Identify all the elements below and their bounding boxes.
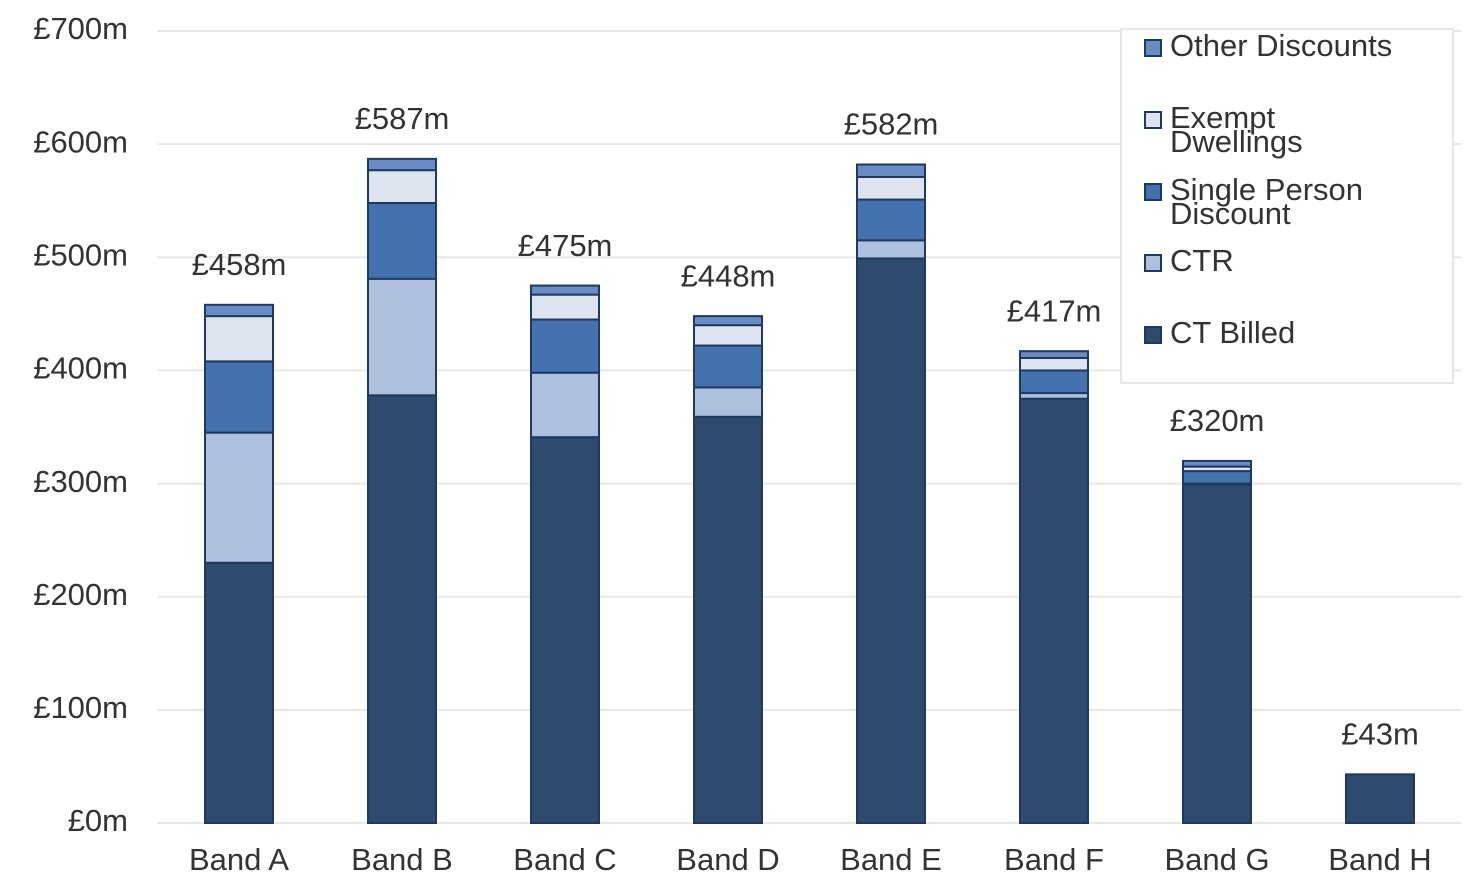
x-tick-label: Band A <box>189 842 289 877</box>
bar-segment <box>856 239 926 260</box>
bar-segment <box>1182 470 1252 485</box>
bar-segment <box>367 157 437 172</box>
bar-segment <box>693 386 763 418</box>
x-tick-label: Band B <box>351 842 453 877</box>
total-label: £320m <box>1170 403 1265 438</box>
bar-segment <box>1345 773 1415 824</box>
total-label: £458m <box>192 247 287 282</box>
x-tick-label: Band H <box>1328 842 1431 877</box>
bar-segment <box>530 293 600 321</box>
y-tick-label: £700m <box>33 11 128 46</box>
bar-segment <box>530 436 600 824</box>
bar-segment <box>1019 350 1089 359</box>
bar-segment <box>204 303 274 318</box>
bar-segment <box>856 198 926 242</box>
legend-swatch <box>1144 183 1162 201</box>
y-tick-label: £400m <box>33 351 128 386</box>
bar-segment <box>367 277 437 397</box>
x-tick-label: Band G <box>1164 842 1269 877</box>
x-tick-label: Band D <box>676 842 779 877</box>
bar-segment <box>204 431 274 564</box>
bar-segment <box>1019 356 1089 372</box>
y-tick-label: £600m <box>33 124 128 159</box>
y-tick-label: £100m <box>33 690 128 725</box>
total-label: £582m <box>844 107 939 142</box>
total-label: £448m <box>681 258 776 293</box>
bar-segment <box>693 415 763 824</box>
bar-segment <box>1182 459 1252 468</box>
y-tick-label: £200m <box>33 577 128 612</box>
total-label: £587m <box>355 101 450 136</box>
bar-segment <box>530 284 600 296</box>
legend-label: Single Person Discount <box>1170 172 1364 231</box>
bar-segment <box>693 324 763 347</box>
bar-segment <box>204 561 274 824</box>
x-tick-label: Band E <box>840 842 942 877</box>
bar-segment <box>367 201 437 280</box>
bar-segment <box>367 169 437 204</box>
bar-segment <box>1019 397 1089 824</box>
legend-swatch <box>1144 111 1162 129</box>
x-tick-label: Band F <box>1004 842 1104 877</box>
y-tick-label: £300m <box>33 464 128 499</box>
bar-segment <box>856 163 926 178</box>
x-tick-label: Band C <box>513 842 616 877</box>
bar-segment <box>367 394 437 824</box>
legend: Other Discounts Exempt Dwellings Single Pe… <box>1120 28 1454 384</box>
bar-segment <box>1019 369 1089 395</box>
total-label: £475m <box>518 228 613 263</box>
bar-segment <box>856 257 926 825</box>
bar-segment <box>530 318 600 374</box>
bar-segment <box>204 360 274 434</box>
legend-swatch <box>1144 39 1162 57</box>
legend-swatch <box>1144 254 1162 272</box>
bar-segment <box>693 344 763 389</box>
bar-segment <box>204 315 274 363</box>
y-tick-label: £0m <box>68 803 128 838</box>
legend-label: CTR <box>1170 243 1234 278</box>
bar-segment <box>1182 483 1252 824</box>
legend-label: Exempt Dwellings <box>1170 100 1303 159</box>
legend-label: CT Billed <box>1170 315 1296 350</box>
total-label: £417m <box>1007 293 1102 328</box>
legend-label: Other Discounts <box>1170 28 1393 63</box>
bar-segment <box>856 175 926 201</box>
bar-segment <box>693 315 763 327</box>
bar-segment <box>530 371 600 439</box>
legend-swatch <box>1144 326 1162 344</box>
y-tick-label: £500m <box>33 237 128 272</box>
total-label: £43m <box>1341 717 1419 752</box>
